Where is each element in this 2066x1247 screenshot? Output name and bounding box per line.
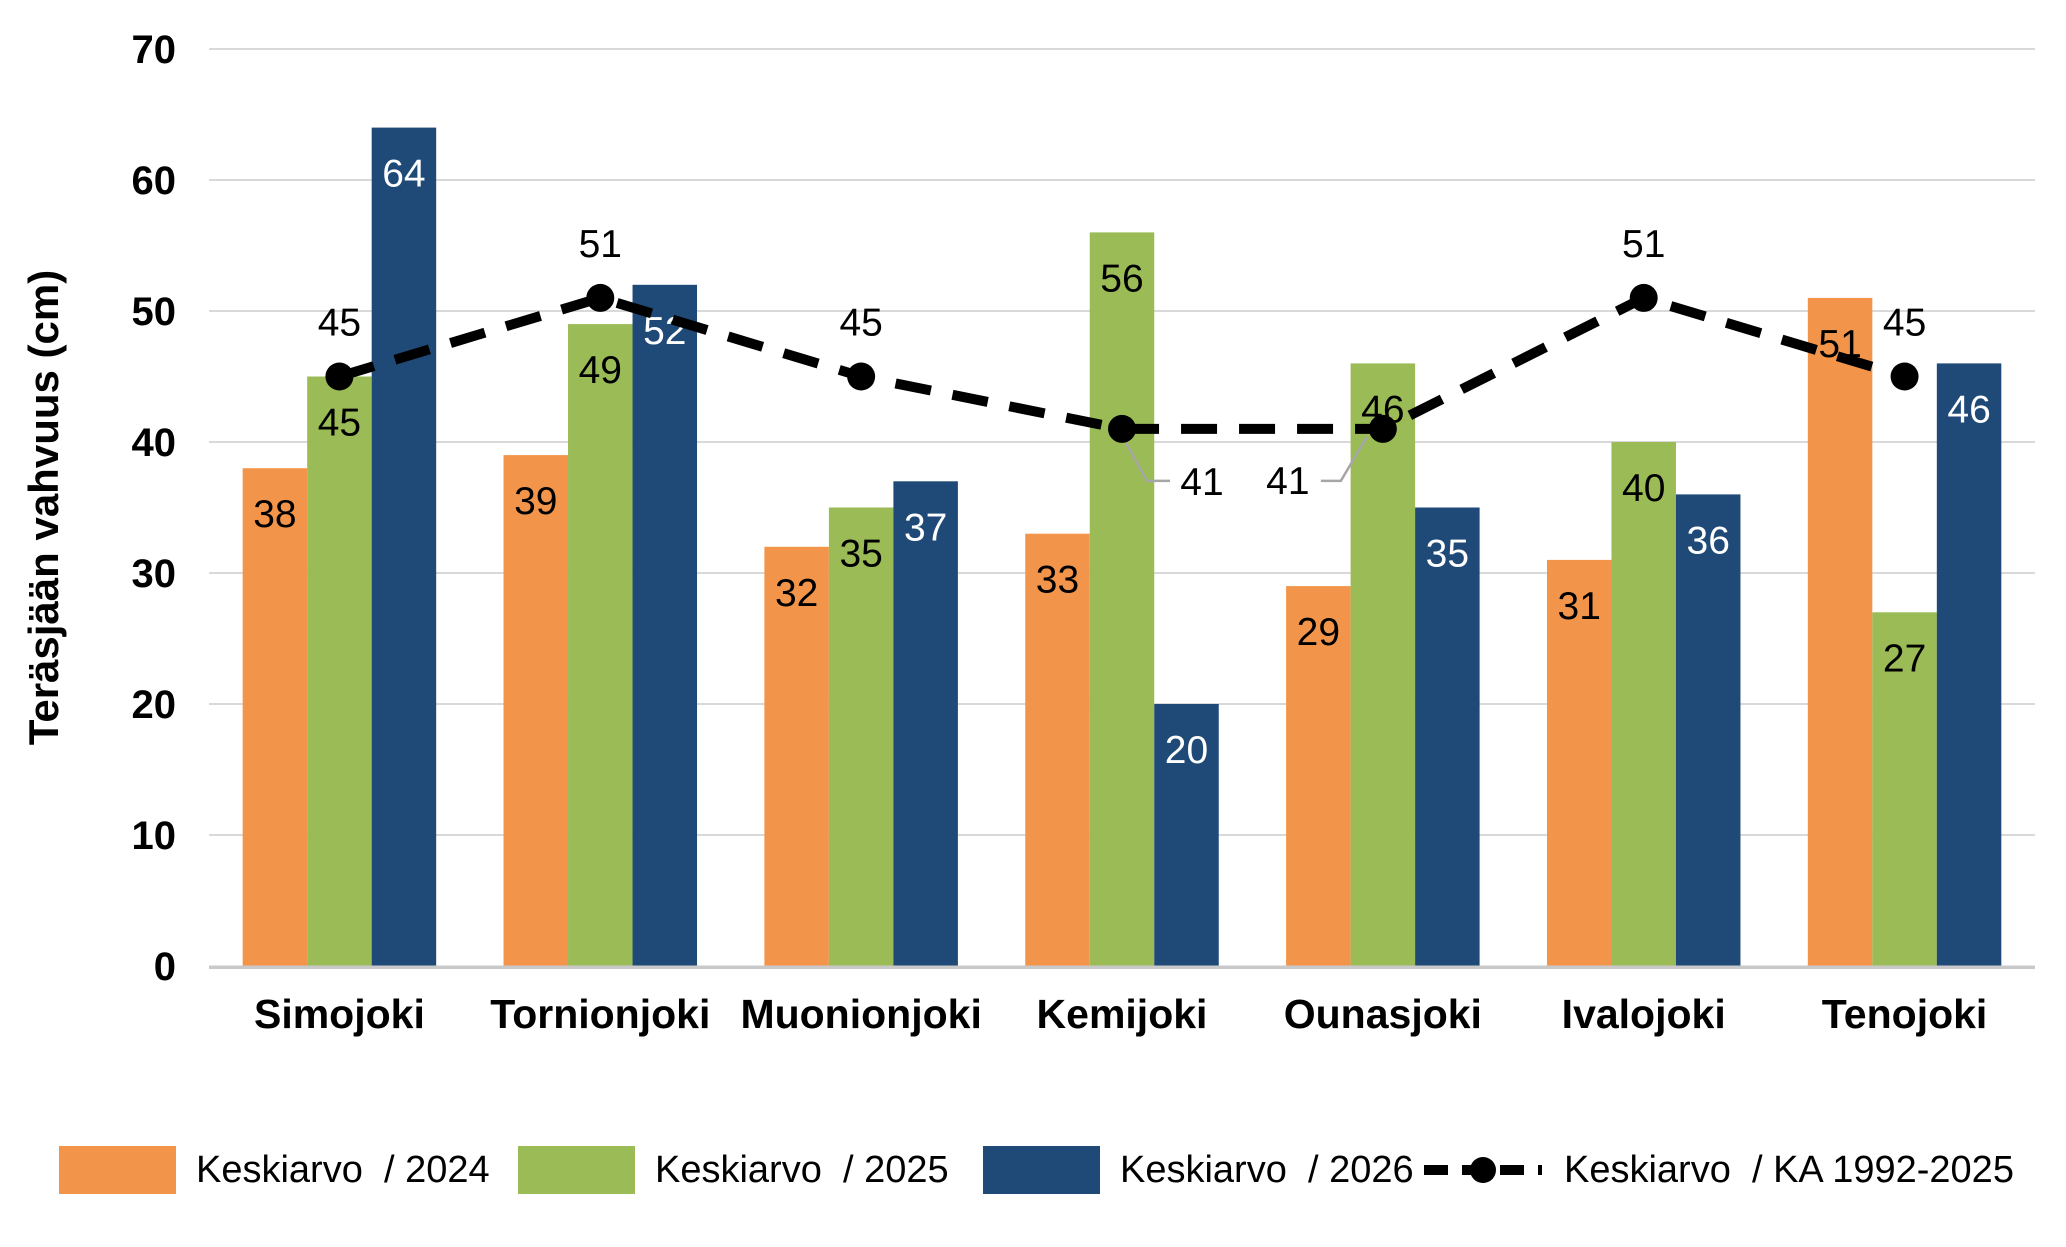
y-tick-label: 70 (132, 28, 177, 72)
bar-value-label: 32 (775, 572, 818, 615)
bar-value-label: 36 (1687, 519, 1730, 562)
bar (503, 455, 569, 966)
legend-label-2026: Keskiarvo / 2026 (1120, 1149, 1414, 1191)
bar (1936, 363, 2002, 966)
line-marker (1890, 362, 1919, 391)
legend-item-ka-1992-2025: Keskiarvo / KA 1992-2025 (1422, 1146, 2014, 1194)
bar-value-label: 20 (1165, 729, 1208, 772)
line-marker (1629, 283, 1658, 312)
bar-value-label: 33 (1036, 559, 1079, 602)
bar-value-label: 29 (1297, 611, 1340, 654)
y-tick-label: 0 (154, 945, 176, 989)
legend-swatch-2025 (518, 1146, 635, 1194)
bar-value-label: 64 (382, 153, 425, 196)
x-category-label: Kemijoki (1037, 991, 1208, 1037)
bar (764, 546, 829, 966)
legend-label-2024: Keskiarvo / 2024 (196, 1149, 490, 1191)
x-category-label: Tenojoki (1822, 991, 1988, 1037)
line-marker (847, 362, 876, 391)
legend-label-2025: Keskiarvo / 2025 (655, 1149, 949, 1191)
label-leader-line (1124, 442, 1170, 483)
x-category-label: Ounasjoki (1284, 991, 1482, 1037)
legend-item-2024: Keskiarvo / 2024 (59, 1146, 490, 1194)
y-tick-label: 30 (132, 552, 177, 596)
bar-value-label: 38 (253, 493, 296, 536)
bar (1611, 442, 1676, 966)
bar (1872, 612, 1937, 966)
legend-swatch-2024 (59, 1146, 176, 1194)
bar-value-label: 46 (1947, 388, 1990, 431)
y-tick-label: 40 (132, 421, 177, 465)
legend-item-2025: Keskiarvo / 2025 (518, 1146, 949, 1194)
bar (1675, 494, 1741, 966)
x-category-label: Simojoki (254, 991, 425, 1037)
bar (1546, 559, 1612, 966)
legend-label-ka-1992-2025: Keskiarvo / KA 1992-2025 (1564, 1149, 2014, 1191)
line-value-label: 51 (579, 223, 622, 266)
y-axis-title: Teräsjään vahvuus (cm) (20, 270, 67, 745)
bar (371, 127, 437, 967)
line-value-label: 41 (1180, 461, 1223, 504)
bar (1350, 363, 1416, 966)
y-tick-label: 20 (132, 683, 177, 727)
line-value-label: 45 (839, 302, 882, 345)
bar (1154, 704, 1219, 966)
y-tick-label: 60 (132, 159, 177, 203)
x-category-label: Tornionjoki (490, 991, 710, 1037)
bar-value-label: 49 (579, 349, 622, 392)
line-value-label: 45 (1883, 302, 1926, 345)
label-leader-line (1320, 436, 1368, 483)
legend-swatch-2026 (983, 1146, 1100, 1194)
bar-value-label: 27 (1883, 637, 1926, 680)
bar-value-label: 40 (1622, 467, 1665, 510)
bar-value-label: 45 (318, 402, 361, 445)
line-value-label: 45 (318, 302, 361, 345)
bar (568, 324, 633, 967)
x-category-label: Muonionjoki (740, 991, 981, 1037)
bar (632, 284, 698, 966)
bar-value-label: 31 (1558, 585, 1601, 628)
line-value-label: 51 (1622, 223, 1665, 266)
bar-value-label: 35 (839, 533, 882, 576)
bar-value-label: 37 (904, 506, 947, 549)
line-marker (325, 362, 354, 391)
legend-item-2026: Keskiarvo / 2026 (983, 1146, 1414, 1194)
y-tick-label: 10 (132, 814, 177, 858)
y-tick-label: 50 (132, 290, 177, 334)
bar (242, 468, 308, 966)
bar (893, 481, 958, 966)
bar (1415, 507, 1480, 966)
bar (828, 507, 894, 966)
line-marker (1108, 414, 1136, 443)
bar-value-label: 56 (1100, 257, 1143, 300)
line-marker (586, 283, 615, 312)
bar (1025, 533, 1090, 966)
line-value-label: 41 (1266, 460, 1309, 503)
bar (307, 376, 372, 966)
bar (1089, 232, 1155, 966)
bar (1286, 586, 1351, 966)
bar-value-label: 35 (1426, 533, 1469, 576)
legend-dashed-line-marker-icon (1424, 1157, 1542, 1183)
x-category-label: Ivalojoki (1562, 991, 1726, 1037)
line-marker (1368, 414, 1397, 443)
bar (1807, 297, 1873, 966)
bar-value-label: 39 (514, 480, 557, 523)
